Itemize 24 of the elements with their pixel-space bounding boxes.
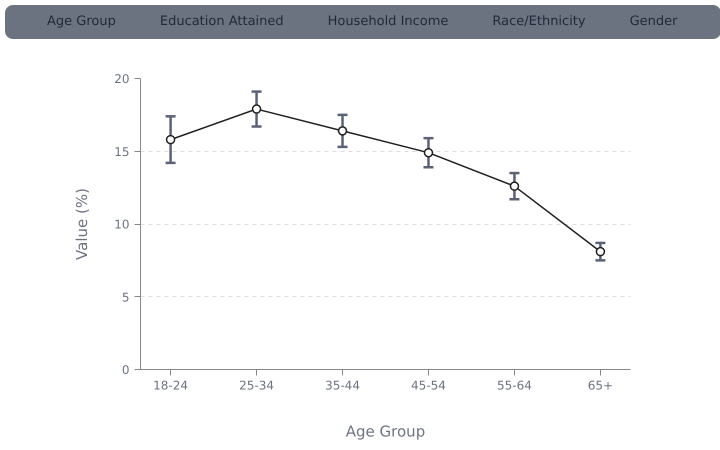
point [166,134,176,144]
point [424,148,434,158]
y-tick-label: 15 [114,144,130,159]
x-tick-label: 18-24 [153,378,188,392]
text: Education Attained [160,14,284,29]
y-tick-label: 20 [114,72,130,86]
y-tick-label: 5 [122,290,130,304]
text: Race/Ethnicity [492,14,586,29]
point [596,246,606,256]
text: Household Income [328,14,448,29]
x-tick-label: 25-34 [239,378,274,392]
x-axis-title: Age Group [346,422,426,440]
y-tick-label: 10 [114,218,130,232]
x-tick-label: 45-54 [411,378,446,392]
x-tick-label: 55-64 [497,378,532,392]
point [338,126,348,136]
y-axis-title: Value (%) [73,188,92,260]
point [510,181,520,191]
y-tick-label: 0 [122,363,130,377]
x-tick-label: 65+ [588,378,614,392]
text: Gender [630,14,678,29]
point [252,104,262,114]
x-tick-label: 35-44 [325,378,360,392]
text: Age Group [47,14,116,29]
